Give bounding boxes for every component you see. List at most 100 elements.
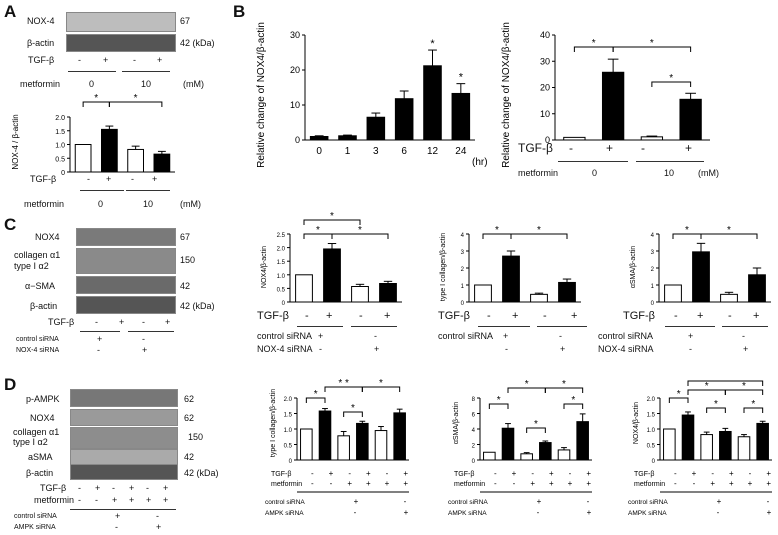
d2-tgf-mark: - xyxy=(569,469,572,478)
c3-ctrl-mark-2: - xyxy=(742,331,745,341)
c1-ctrl-mark: + xyxy=(318,331,324,341)
a-tgf-label: TGF-β xyxy=(30,174,57,184)
b-time-x-label: 24 xyxy=(455,146,467,157)
d1-ampk-mark: - xyxy=(354,508,357,517)
d1-sig-bracket xyxy=(305,397,326,403)
c2-ytick-label: 4 xyxy=(461,233,465,239)
d-blot-ampk-mark-2: + xyxy=(156,522,162,532)
a-actin-label: β-actin xyxy=(27,38,55,48)
d-blot-tgf-mark: - xyxy=(146,483,149,493)
c3-nox-mark-2: + xyxy=(743,344,749,354)
d-blot-met-mark: + xyxy=(129,495,135,505)
d-blot-ampk-sirna: AMPK siRNA xyxy=(14,524,56,531)
d1-tgf-mark: + xyxy=(329,469,334,478)
panel-label-a: A xyxy=(4,2,17,21)
d3-ampk-mark-2: + xyxy=(767,508,772,517)
d3-ctrl-mark: + xyxy=(717,497,722,506)
a-nox4-label: NOX-4 xyxy=(27,16,55,26)
b-metformin-0: 0 xyxy=(592,168,598,178)
a-ytick-label: 1.5 xyxy=(55,129,65,136)
c-nox4-label: NOX4 xyxy=(35,232,60,242)
c1-ytick-label: 2.5 xyxy=(277,233,286,239)
d3-tgf-mark: + xyxy=(766,469,771,478)
a-chart: NOX-4 / β-actin 0 0.5 1.0 1.5 2.0 * * xyxy=(11,93,175,177)
a-blot-bracket-2 xyxy=(122,71,170,72)
b-mm: (mM) xyxy=(698,168,719,178)
d3-ytick-label: 0.5 xyxy=(647,444,656,450)
d3-sig-bracket xyxy=(687,380,764,386)
d-blot-control-sirna: control siRNA xyxy=(14,513,57,520)
c1-ytick-label: 2.0 xyxy=(277,247,286,253)
a-blot-tgf-4: + xyxy=(157,55,163,65)
c1-ytick-label: 0 xyxy=(282,301,286,307)
d-col1-label: collagen α1 xyxy=(13,427,60,437)
c1-sig-star: * xyxy=(358,225,362,236)
d2-bar xyxy=(576,421,589,461)
d1-met-mark: + xyxy=(366,479,371,488)
d-nox4-label: NOX4 xyxy=(30,413,55,423)
c1-bar xyxy=(379,283,397,303)
d-blot-tgf-mark: - xyxy=(78,483,81,493)
c3-bracket-1 xyxy=(665,326,715,327)
c-blot-bracket-1 xyxy=(80,331,120,332)
a-blot-bracket-1 xyxy=(68,71,116,72)
c-blot-tgf-2: + xyxy=(119,317,125,327)
a-metformin-10: 10 xyxy=(143,199,154,209)
d1-sig-bracket xyxy=(343,411,363,417)
b-time-chart: Relative change of NOX4/β-actin 0 10 20 30 0… xyxy=(256,22,488,168)
d1-met-label: metformin xyxy=(271,481,302,488)
b-met-sig-bracket xyxy=(612,46,692,52)
d2-sig-star: * xyxy=(534,419,538,430)
c1-ylabel: NOX4/β-actin xyxy=(261,246,268,288)
d1-tgf-mark: - xyxy=(311,469,314,478)
b-met-bar xyxy=(640,136,664,141)
c2-bar xyxy=(558,281,576,303)
c-blot-tgf-3: - xyxy=(142,317,145,327)
c-k42b: 42 (kDa) xyxy=(180,301,215,311)
c2-tgf-label: TGF-β xyxy=(438,310,470,322)
c2-ytick-label: 2 xyxy=(461,267,465,273)
c3-nox4-sirna: NOX-4 siRNA xyxy=(598,344,654,354)
c3-sig-bracket xyxy=(700,233,758,239)
d-blot-ctrl-mark-2: - xyxy=(156,511,159,521)
c-blot-control-sirna: control siRNA xyxy=(16,336,59,343)
d1-ytick-label: 0.5 xyxy=(284,444,293,450)
c3-ylabel: αSMA/β-actin xyxy=(630,246,637,288)
a-blot-tgf-label: TGF-β xyxy=(28,55,55,65)
c3-nox-mark: - xyxy=(689,344,692,354)
c1-tgf-label: TGF-β xyxy=(257,310,289,322)
d-blot-tgf-mark: + xyxy=(163,483,169,493)
d3-control-sirna: control siRNA xyxy=(628,499,668,506)
c1-nox-mark-2: + xyxy=(374,344,380,354)
c1-nox-mark: - xyxy=(319,344,322,354)
c3-control-sirna: control siRNA xyxy=(598,331,654,341)
d2-met-mark: + xyxy=(549,479,554,488)
d-k62a: 62 xyxy=(184,394,195,404)
c-blot-ctrl-mark: + xyxy=(97,334,103,344)
d1-tgf-label: TGF-β xyxy=(271,471,291,478)
a-ytick-label: 0 xyxy=(61,170,65,177)
b-met-ylabel: Relative change of NOX4/β-actin xyxy=(501,22,512,168)
d3-ctrl-mark-2: - xyxy=(767,497,770,506)
c3-sig-star: * xyxy=(727,225,731,236)
d3-sig-bracket xyxy=(706,407,726,413)
d1-bar xyxy=(337,435,350,461)
d2-tgf-label: TGF-β xyxy=(454,471,474,478)
a-ytick-label: 0.5 xyxy=(55,156,65,163)
d2-met-mark: + xyxy=(586,479,591,488)
a-bar xyxy=(74,144,92,173)
c2-tgf-1: - xyxy=(487,310,491,322)
d3-tgf-mark: - xyxy=(674,469,677,478)
d2-bar xyxy=(501,427,515,461)
d2-ctrl-mark-2: - xyxy=(587,497,590,506)
c-blot-tgf-1: - xyxy=(95,317,98,327)
b-met-bar xyxy=(679,98,702,141)
d3-sig-bracket xyxy=(724,389,764,395)
d3-ytick-label: 1.0 xyxy=(647,428,656,434)
d2-sig-star: * xyxy=(562,379,566,390)
d2-bar xyxy=(483,451,496,461)
d-actin-blot xyxy=(70,464,178,480)
b-time-x-label: 12 xyxy=(427,146,439,157)
a-bar xyxy=(153,153,171,173)
